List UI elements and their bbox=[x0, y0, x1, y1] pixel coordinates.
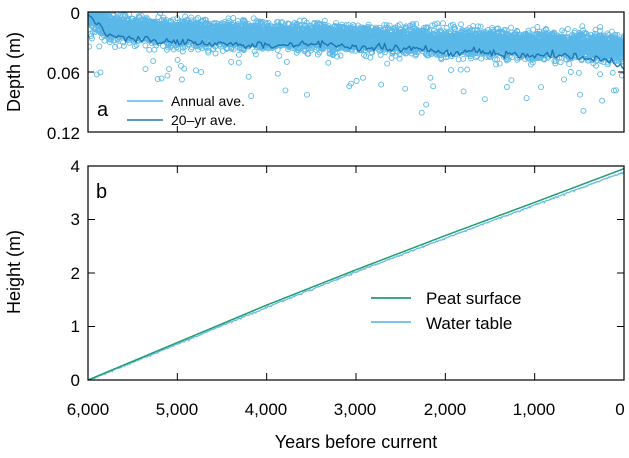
data-point bbox=[110, 12, 117, 19]
data-point bbox=[503, 84, 510, 90]
data-point bbox=[427, 74, 434, 81]
data-point bbox=[179, 48, 186, 55]
data-point bbox=[188, 14, 195, 21]
data-point bbox=[142, 66, 149, 73]
annual-ave-points bbox=[88, 12, 624, 116]
data-point bbox=[448, 67, 454, 74]
data-point bbox=[166, 66, 173, 73]
data-point bbox=[478, 55, 485, 62]
data-point bbox=[276, 52, 283, 59]
data-point bbox=[192, 67, 199, 74]
data-point bbox=[154, 76, 161, 83]
data-point bbox=[112, 44, 119, 50]
data-point bbox=[496, 60, 503, 67]
data-point bbox=[126, 12, 133, 18]
data-point bbox=[146, 46, 153, 53]
data-point bbox=[138, 12, 145, 19]
data-point bbox=[96, 43, 103, 50]
data-point bbox=[464, 66, 471, 73]
data-point bbox=[235, 59, 242, 66]
data-point bbox=[157, 12, 164, 17]
data-point bbox=[418, 109, 425, 116]
data-point bbox=[252, 51, 259, 58]
data-point bbox=[493, 61, 500, 68]
data-point bbox=[481, 96, 488, 103]
data-point bbox=[181, 65, 188, 72]
data-point bbox=[142, 42, 149, 49]
data-point bbox=[228, 58, 235, 65]
data-point bbox=[460, 88, 467, 95]
data-point bbox=[174, 56, 181, 63]
data-point bbox=[283, 58, 290, 65]
data-point bbox=[508, 77, 515, 84]
data-point bbox=[164, 72, 171, 79]
data-point bbox=[173, 44, 180, 51]
data-point bbox=[195, 46, 202, 53]
data-point bbox=[325, 59, 332, 66]
data-point bbox=[245, 73, 252, 80]
data-point bbox=[131, 43, 138, 50]
data-point bbox=[158, 75, 165, 82]
data-point bbox=[198, 69, 205, 76]
data-point bbox=[88, 33, 95, 40]
data-point bbox=[230, 15, 237, 21]
data-point bbox=[440, 20, 446, 27]
data-point bbox=[150, 58, 157, 65]
data-point bbox=[178, 76, 185, 83]
data-point bbox=[282, 87, 289, 94]
data-point bbox=[430, 83, 437, 90]
data-point bbox=[235, 51, 242, 58]
data-point bbox=[137, 14, 143, 21]
data-point bbox=[378, 81, 385, 88]
data-point bbox=[384, 60, 391, 67]
data-point bbox=[523, 95, 530, 102]
data-point bbox=[88, 35, 95, 42]
data-point bbox=[195, 15, 201, 21]
data-point bbox=[101, 37, 108, 44]
data-point bbox=[212, 50, 219, 57]
data-point bbox=[457, 66, 464, 73]
data-point bbox=[178, 62, 184, 69]
data-point bbox=[508, 24, 514, 31]
data-point bbox=[360, 74, 366, 81]
data-point bbox=[120, 42, 127, 49]
data-point bbox=[97, 69, 104, 76]
data-point bbox=[88, 43, 92, 50]
data-point bbox=[458, 21, 464, 28]
data-point bbox=[353, 78, 360, 84]
data-point bbox=[304, 91, 310, 98]
data-point bbox=[182, 13, 189, 20]
data-point bbox=[248, 93, 255, 100]
data-point bbox=[111, 37, 118, 44]
data-point bbox=[423, 101, 430, 108]
data-point bbox=[402, 85, 409, 92]
data-point bbox=[116, 42, 123, 49]
data-point bbox=[274, 70, 281, 77]
data-point bbox=[165, 44, 172, 51]
panel-a: Annual ave. 20–yr ave. a 0 0.06 0.12 Dep… bbox=[4, 4, 625, 143]
data-point bbox=[194, 42, 201, 49]
data-point bbox=[120, 12, 126, 19]
